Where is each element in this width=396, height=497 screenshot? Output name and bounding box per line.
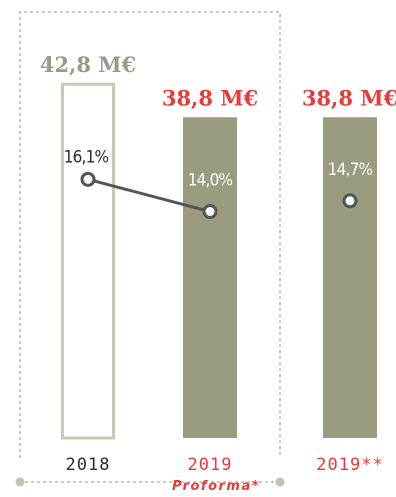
category-label-0: 2018 <box>66 455 111 475</box>
frame-dotted-line <box>19 11 281 458</box>
baseline-end-dot-right <box>275 477 285 487</box>
category-label-1: 2019 <box>188 455 233 475</box>
bar-value-label-0: 42,8 M€ <box>40 52 136 77</box>
rate-point-2 <box>342 193 358 209</box>
category-sublabel-1: Proforma* <box>172 479 260 494</box>
rate-point-1 <box>202 204 218 220</box>
rate-label-1: 14,0% <box>188 171 233 191</box>
bar-1 <box>183 117 237 439</box>
rate-label-2: 14,7% <box>328 160 373 180</box>
bar-0 <box>61 82 115 440</box>
category-label-2: 2019** <box>316 455 383 475</box>
bar-value-label-1: 38,8 M€ <box>162 85 258 110</box>
rate-label-0: 16,1% <box>64 147 109 167</box>
bar-value-label-2: 38,8 M€ <box>302 85 396 110</box>
rate-point-0 <box>80 171 96 187</box>
baseline-end-dot-left <box>15 477 25 487</box>
rate-line-0 <box>87 177 211 213</box>
bar-2 <box>323 117 377 439</box>
